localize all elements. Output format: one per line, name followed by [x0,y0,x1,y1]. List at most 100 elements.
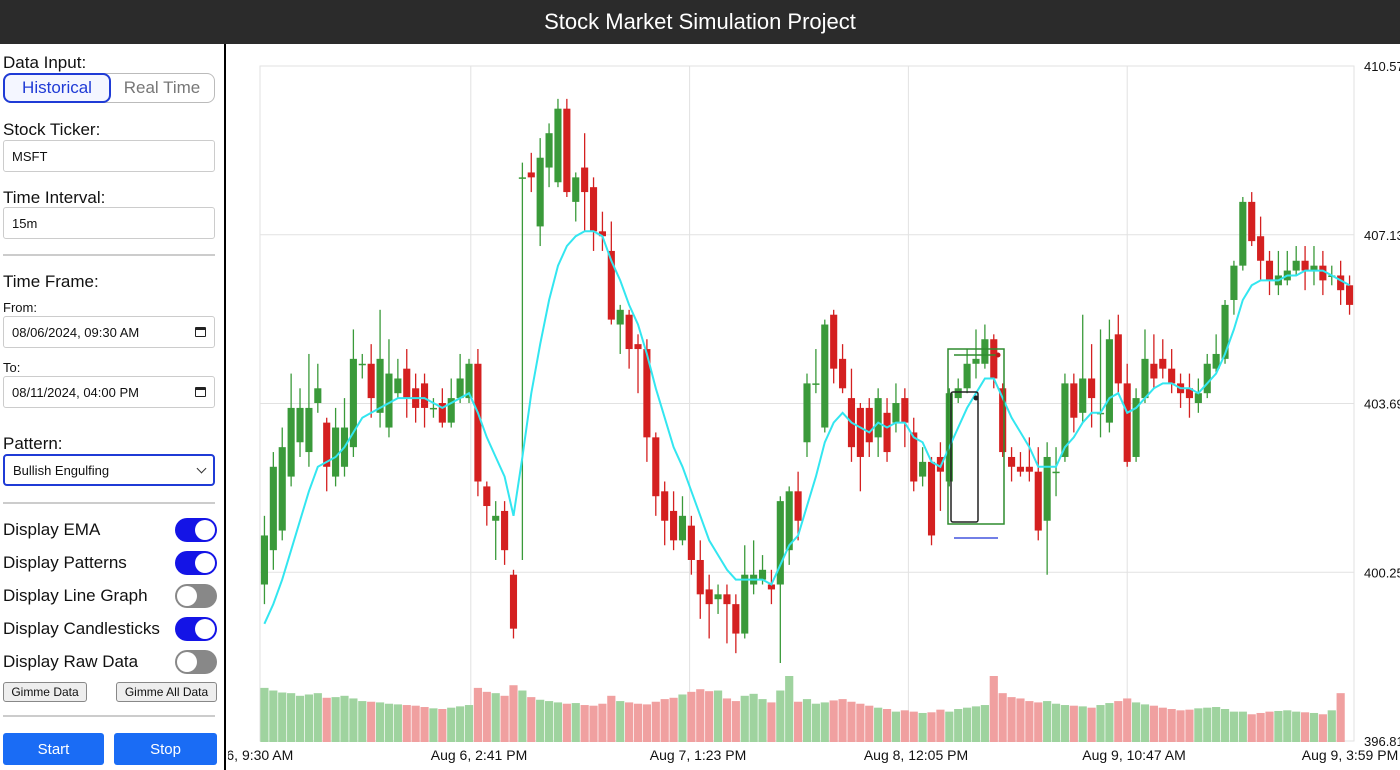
candlestick [936,442,944,511]
volume-bar [1167,709,1176,742]
display-ema-toggle[interactable] [175,518,217,542]
pattern-label: Pattern: [3,434,63,453]
candlestick [1025,437,1033,482]
volume-bar [1300,712,1310,742]
x-tick-label: Aug 8, 12:05 PM [864,747,968,763]
candle-body [927,461,936,536]
volume-bar [1131,702,1141,742]
display-line-graph-toggle[interactable] [175,584,217,608]
y-tick-label: 410.57 [1364,59,1400,74]
candlestick [260,515,269,605]
candlestick [492,501,500,560]
candle-body [741,574,749,634]
candlestick [332,407,340,487]
stock-ticker-label: Stock Ticker: [3,120,101,139]
volume-bar [802,699,812,742]
candle-body [892,403,900,423]
calendar-icon[interactable] [195,327,206,337]
volume-bar [838,699,847,742]
candle-body [456,378,464,399]
candle-body [821,324,829,428]
time-interval-value: 15m [12,215,38,231]
volume-bar [874,707,883,742]
candlestick-chart[interactable]: 410.57 407.13 403.69 400.25 396.81 g 6, 9:30… [228,44,1400,770]
volume-bar [811,703,820,742]
candle-body [1345,285,1354,305]
to-datetime-input[interactable]: 08/11/2024, 04:00 PM [3,376,215,408]
volume-bar [1292,711,1301,742]
real-time-option[interactable]: Real Time [123,78,201,97]
time-interval-input[interactable]: 15m [3,207,215,239]
candlestick [572,172,580,222]
gimme-data-button[interactable]: Gimme Data [3,682,87,702]
candlestick [287,373,295,487]
candlestick [732,594,740,654]
volume-bar [998,693,1007,742]
display-candlesticks-toggle[interactable] [175,617,217,641]
pattern-marker-dark [973,395,979,401]
candle-body [438,403,446,423]
volume-bar [1203,707,1212,742]
display-raw-data-toggle[interactable] [175,650,217,674]
candle-body [981,339,989,364]
candlestick [1283,250,1291,286]
candle-body [1079,378,1087,413]
volume-bar [536,699,545,742]
stock-ticker-value: MSFT [12,148,48,164]
volume-bar [349,698,358,742]
candle-body [1025,466,1033,472]
gimme-all-data-button[interactable]: Gimme All Data [116,682,217,702]
volume-bar [269,690,278,742]
volume-bar [1274,710,1283,742]
candle-body [598,231,606,237]
candle-body [919,461,927,477]
candle-body [767,584,775,590]
candle-body [1132,398,1140,457]
volume-bar [1194,708,1203,742]
pattern-overlay [947,348,1005,539]
candlestick [803,373,811,457]
candle-body [1105,339,1113,423]
candle-body [670,510,678,541]
candlestick [527,152,535,193]
from-datetime-input[interactable]: 08/06/2024, 09:30 AM [3,316,215,348]
candlestick [1274,250,1282,296]
stock-ticker-input[interactable]: MSFT [3,140,215,172]
candle-body [865,407,873,443]
volume-bar [295,695,305,742]
candle-body [296,407,304,443]
candle-body [305,407,313,453]
calendar-icon[interactable] [195,387,206,397]
candlestick [847,368,856,462]
candlestick [1052,447,1060,497]
volume-bar [758,699,767,742]
display-patterns-toggle[interactable] [175,551,217,575]
volume-bar [633,703,643,742]
candle-body [287,407,295,477]
candlestick [394,358,402,399]
y-tick-label: 403.69 [1364,397,1400,412]
candlestick [696,540,704,619]
volume-bar [304,694,314,742]
candlestick [1043,442,1051,575]
candlestick [919,447,927,487]
display-ema-row: Display EMA [3,517,217,543]
candle-body [563,108,571,193]
candle-body [643,349,651,438]
candle-body [394,378,402,394]
candlestick [616,304,624,354]
volume-bar [856,703,865,742]
stop-button[interactable]: Stop [114,733,217,765]
volume-bar [669,697,678,742]
candlestick [1292,246,1300,276]
historical-option[interactable]: Historical [3,73,111,103]
start-button[interactable]: Start [3,733,104,765]
candle-body [945,393,953,482]
pattern-select[interactable]: Bullish Engulfing [3,454,215,486]
candlestick [767,569,775,605]
candlestick [1070,373,1078,433]
pattern-outer-box [947,348,1005,525]
volume-bar [1051,703,1061,742]
candle-body [1043,456,1051,521]
volume-bar [598,703,607,742]
